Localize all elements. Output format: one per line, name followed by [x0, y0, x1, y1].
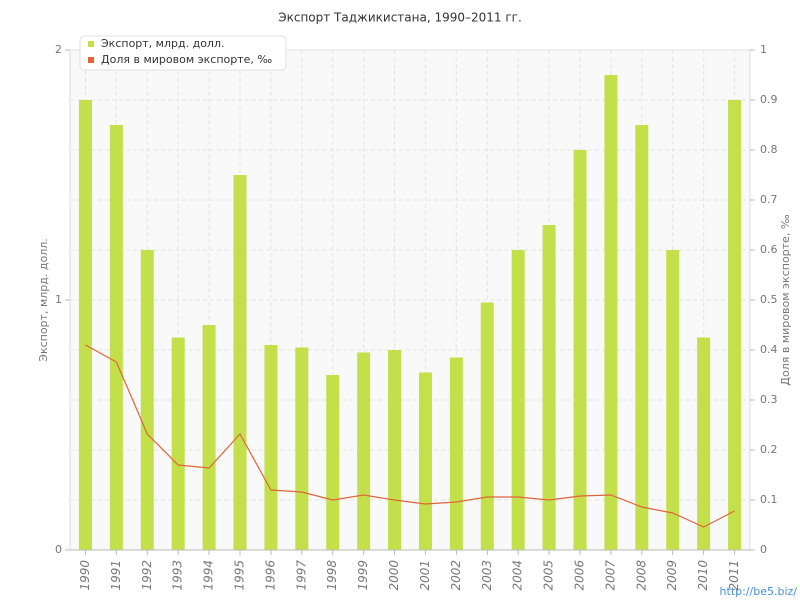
y2-tick-label: 0.6: [760, 243, 778, 256]
y2-tick-label: 0: [760, 543, 767, 556]
y-tick-label: 1: [55, 293, 62, 306]
x-tick-label: 1995: [233, 560, 247, 591]
y2-axis-label: Доля в мировом экспорте, ‰: [779, 214, 792, 385]
bar: [604, 75, 618, 550]
x-tick-label: 1999: [356, 560, 370, 591]
y2-tick-label: 0.8: [760, 143, 778, 156]
bar: [109, 125, 123, 550]
x-tick-label: 2002: [449, 560, 463, 591]
y-tick-label: 2: [55, 43, 62, 56]
x-tick-label: 2010: [696, 560, 710, 591]
x-tick-label: 2006: [573, 560, 587, 591]
x-tick-label: 2009: [665, 560, 679, 591]
bar: [635, 125, 649, 550]
x-tick-label: 2001: [418, 560, 432, 591]
y2-tick-label: 0.7: [760, 193, 778, 206]
legend-box: [79, 35, 287, 71]
x-tick-label: 2008: [634, 560, 648, 591]
bar: [666, 250, 680, 550]
y2-tick-label: 0.2: [760, 443, 778, 456]
x-tick-label: 1993: [171, 560, 185, 591]
x-tick-label: 2000: [387, 560, 401, 591]
bar: [697, 337, 711, 550]
x-tick-label: 1998: [325, 560, 339, 591]
x-tick-label: 2007: [603, 560, 617, 591]
legend-label: Доля в мировом экспорте, ‰: [101, 53, 272, 66]
bar: [78, 100, 92, 550]
legend-swatch: [88, 41, 94, 47]
y2-tick-label: 0.9: [760, 93, 778, 106]
bar: [357, 352, 371, 550]
y2-tick-label: 1: [760, 43, 767, 56]
y2-tick-label: 0.5: [760, 293, 778, 306]
y-axis-label: Экспорт, млрд. долл.: [37, 238, 50, 361]
bar: [480, 302, 494, 550]
x-tick-label: 1997: [294, 560, 308, 591]
bar: [171, 337, 185, 550]
bar: [418, 372, 432, 550]
x-tick-label: 1990: [78, 560, 92, 591]
x-tick-label: 2003: [480, 560, 494, 591]
legend-swatch: [88, 57, 94, 63]
bar: [295, 347, 309, 550]
x-tick-label: 1996: [263, 560, 277, 591]
x-tick-label: 2004: [511, 560, 525, 591]
y2-tick-label: 0.1: [760, 493, 778, 506]
bar: [264, 345, 278, 550]
legend: Экспорт, млрд. долл. Доля в мировом экспо…: [79, 35, 287, 71]
y2-tick-label: 0.3: [760, 393, 778, 406]
bar: [728, 100, 742, 550]
watermark: http://be5.biz/: [720, 585, 798, 598]
bar: [326, 375, 340, 550]
bar: [233, 175, 247, 550]
x-tick-label: 1994: [202, 560, 216, 591]
bar: [202, 325, 216, 550]
bar: [573, 150, 587, 550]
legend-label: Экспорт, млрд. долл.: [101, 37, 224, 50]
y-tick-label: 0: [55, 543, 62, 556]
x-tick-label: 1992: [140, 560, 154, 591]
chart-title: Экспорт Таджикистана, 1990–2011 гг.: [278, 11, 522, 25]
x-tick-label: 1991: [109, 560, 123, 591]
x-tick-label: 2011: [727, 560, 741, 591]
bar: [388, 350, 402, 550]
bar: [449, 357, 463, 550]
line: [85, 344, 735, 528]
bar: [140, 250, 154, 550]
x-tick-label: 2005: [542, 560, 556, 591]
bar: [542, 225, 556, 550]
bar: [511, 250, 525, 550]
y2-tick-label: 0.4: [760, 343, 778, 356]
